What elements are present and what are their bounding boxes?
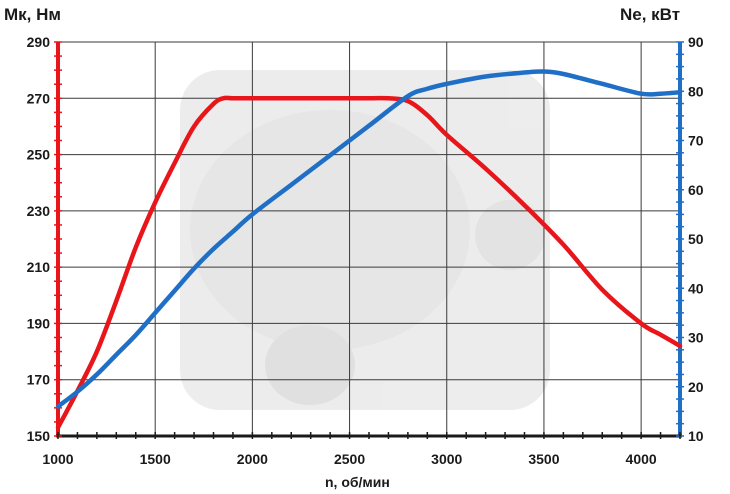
x-tick-label: 3500 bbox=[528, 451, 559, 467]
x-tick-label: 4000 bbox=[626, 451, 657, 467]
y-left-tick-label: 190 bbox=[27, 315, 51, 331]
y-right-tick-label: 60 bbox=[688, 182, 704, 198]
torque-series-line bbox=[55, 95, 683, 430]
y-right-title: Ne, кВт bbox=[620, 5, 680, 24]
y-right-tick-label: 20 bbox=[688, 379, 704, 395]
tick-labels: 150 170 190 210 230 250 270 290 10 20 30 40 50 60 70 80… bbox=[27, 34, 704, 467]
y-left-title: Мк, Нм bbox=[4, 5, 61, 24]
y-left-tick-label: 270 bbox=[27, 90, 51, 106]
y-left-tick-label: 230 bbox=[27, 203, 51, 219]
x-tick-label: 1500 bbox=[140, 451, 171, 467]
power-series-line bbox=[55, 69, 683, 409]
x-tick-label: 1000 bbox=[42, 451, 73, 467]
y-left-tick-label: 170 bbox=[27, 372, 51, 388]
series-layer bbox=[55, 69, 683, 430]
y-right-tick-label: 90 bbox=[688, 34, 704, 50]
x-tick-label: 2000 bbox=[237, 451, 268, 467]
y-right-tick-label: 40 bbox=[688, 280, 704, 296]
x-axis-title: n, об/мин bbox=[325, 474, 390, 490]
y-right-tick-label: 80 bbox=[688, 83, 704, 99]
y-left-tick-label: 210 bbox=[27, 259, 51, 275]
y-right-tick-label: 50 bbox=[688, 231, 704, 247]
background-image bbox=[180, 70, 550, 410]
x-tick-label: 3000 bbox=[431, 451, 462, 467]
y-left-tick-label: 250 bbox=[27, 147, 51, 163]
y-left-tick-label: 290 bbox=[27, 34, 51, 50]
y-right-tick-label: 30 bbox=[688, 330, 704, 346]
y-right-tick-label: 10 bbox=[688, 428, 704, 444]
y-left-tick-label: 150 bbox=[27, 428, 51, 444]
x-tick-label: 2500 bbox=[334, 451, 365, 467]
y-right-tick-label: 70 bbox=[688, 133, 704, 149]
